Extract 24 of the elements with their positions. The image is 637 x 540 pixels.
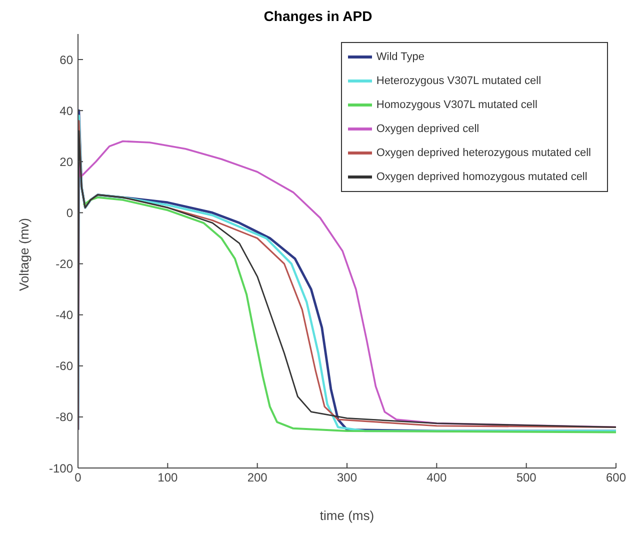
legend-label: Heterozygous V307L mutated cell <box>376 74 542 87</box>
legend-label: Oxygen deprived cell <box>376 122 480 135</box>
y-tick-label: -20 <box>56 257 74 272</box>
x-tick-label: 100 <box>158 470 178 485</box>
y-tick-label: 60 <box>60 52 74 67</box>
y-tick-label: 0 <box>66 206 74 220</box>
legend-label: Oxygen deprived heterozygous mutated cell <box>376 146 591 159</box>
legend-label: Homozygous V307L mutated cell <box>376 98 538 111</box>
legend-label: Oxygen deprived homozygous mutated cell <box>376 170 588 183</box>
legend-label: Wild Type <box>376 50 424 63</box>
y-tick-label: -100 <box>48 461 74 476</box>
x-tick-label: 400 <box>426 470 447 485</box>
y-tick-label: -80 <box>56 410 74 424</box>
y-tick-label: -40 <box>56 308 74 322</box>
chart-title: Changes in APD <box>262 8 374 26</box>
x-axis-title: time (ms) <box>320 508 374 523</box>
y-tick-label: -60 <box>56 359 74 374</box>
y-tick-label: 40 <box>60 104 74 118</box>
x-tick-label: 300 <box>336 470 358 485</box>
x-tick-label: 500 <box>516 470 537 485</box>
y-axis-title: Voltage (mv) <box>16 218 32 291</box>
y-tick-label: 20 <box>60 154 74 169</box>
x-tick-label: 600 <box>606 470 626 485</box>
x-tick-label: 200 <box>247 470 268 485</box>
